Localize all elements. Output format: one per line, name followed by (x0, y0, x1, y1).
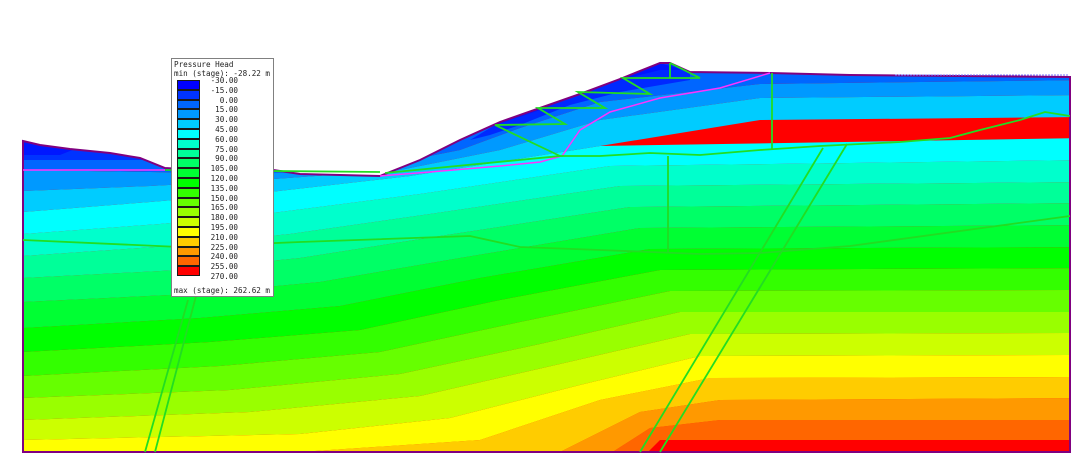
legend-swatch (177, 207, 200, 218)
legend: Pressure Head min (stage): -28.22 m -30.… (171, 58, 274, 297)
legend-title: Pressure Head (174, 60, 234, 69)
legend-value: 225.00 (210, 242, 238, 252)
legend-max: max (stage): 262.62 m (174, 286, 271, 295)
legend-value: 210.00 (210, 232, 238, 242)
legend-swatch (177, 119, 200, 129)
legend-value: 90.00 (215, 154, 238, 164)
legend-value: 120.00 (210, 174, 238, 183)
legend-value: 45.00 (215, 125, 238, 134)
legend-min: min (stage): -28.22 m (174, 69, 271, 78)
legend-swatch (177, 168, 200, 178)
legend-swatch (177, 217, 200, 227)
legend-swatch (177, 197, 200, 208)
legend-value: 240.00 (210, 252, 238, 262)
legend-swatch (177, 158, 200, 169)
legend-value: 195.00 (210, 223, 238, 232)
legend-swatch (177, 138, 200, 149)
legend-value: 150.00 (210, 193, 238, 203)
legend-value: 0.00 (219, 95, 238, 105)
legend-value: -30.00 (210, 76, 238, 85)
phreatic-line (23, 72, 771, 177)
legend-value: 135.00 (210, 183, 238, 193)
legend-value: 180.00 (210, 213, 238, 223)
legend-value: -15.00 (210, 85, 238, 95)
legend-swatch (177, 246, 200, 257)
legend-value: 60.00 (215, 134, 238, 144)
legend-value: 105.00 (210, 164, 238, 174)
legend-value: 255.00 (210, 262, 238, 272)
legend-swatch (177, 109, 200, 120)
legend-swatch (177, 187, 200, 198)
legend-swatch (177, 129, 200, 139)
legend-swatch (177, 148, 200, 159)
legend-swatch (177, 99, 200, 110)
legend-swatch (177, 178, 200, 188)
legend-value: 30.00 (215, 115, 238, 125)
legend-swatch (177, 236, 200, 247)
legend-value: 75.00 (215, 144, 238, 154)
legend-value: 165.00 (210, 203, 238, 213)
legend-swatch (177, 80, 200, 90)
legend-value: 15.00 (215, 105, 238, 115)
model-boundary (22, 62, 1071, 453)
legend-swatch (177, 227, 200, 237)
legend-swatch (177, 89, 200, 100)
legend-swatch (177, 266, 200, 276)
legend-swatch (177, 256, 200, 267)
legend-entries: -30.00 -15.00 0.00 15.00 30.00 45.00 60.00 75.0… (174, 76, 271, 281)
legend-value: 270.00 (210, 272, 238, 281)
